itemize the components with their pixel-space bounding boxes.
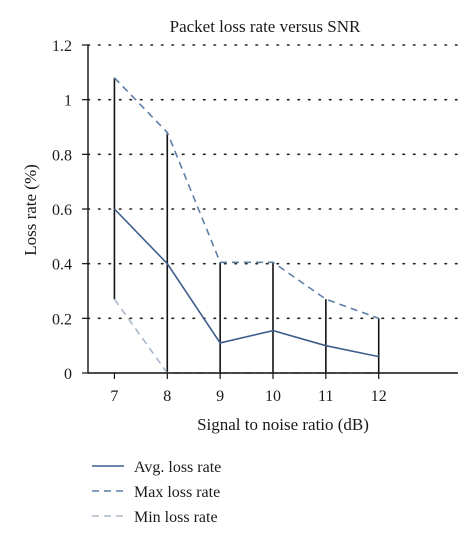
range-bars xyxy=(114,78,378,373)
series-line-2 xyxy=(114,78,378,319)
series-line-1 xyxy=(114,209,378,357)
y-axis-label: Loss rate (%) xyxy=(21,164,40,256)
x-tick-label: 8 xyxy=(163,388,171,405)
legend: Avg. loss rate Max loss rate Min loss rate xyxy=(92,459,221,526)
x-tick-label: 11 xyxy=(318,388,333,405)
y-tick-label: 0.4 xyxy=(52,257,72,274)
y-tick-label: 1 xyxy=(64,93,72,110)
x-tick-label: 9 xyxy=(216,388,224,405)
series-lines xyxy=(114,78,378,373)
y-tick-label: 0 xyxy=(64,366,72,383)
x-tick-label: 12 xyxy=(371,388,387,405)
y-tick-label: 0.6 xyxy=(52,202,72,219)
y-tick-label: 1.2 xyxy=(52,38,72,55)
x-axis-label: Signal to noise ratio (dB) xyxy=(197,415,369,434)
x-tick-label: 10 xyxy=(265,388,281,405)
legend-label: Min loss rate xyxy=(134,509,218,526)
legend-label: Max loss rate xyxy=(134,484,220,501)
chart-title: Packet loss rate versus SNR xyxy=(170,17,361,36)
x-tick-label: 7 xyxy=(110,388,118,405)
y-tick-label: 0.8 xyxy=(52,147,72,164)
y-tick-label: 0.2 xyxy=(52,311,72,328)
axes xyxy=(82,45,458,379)
legend-label: Avg. loss rate xyxy=(134,459,221,476)
